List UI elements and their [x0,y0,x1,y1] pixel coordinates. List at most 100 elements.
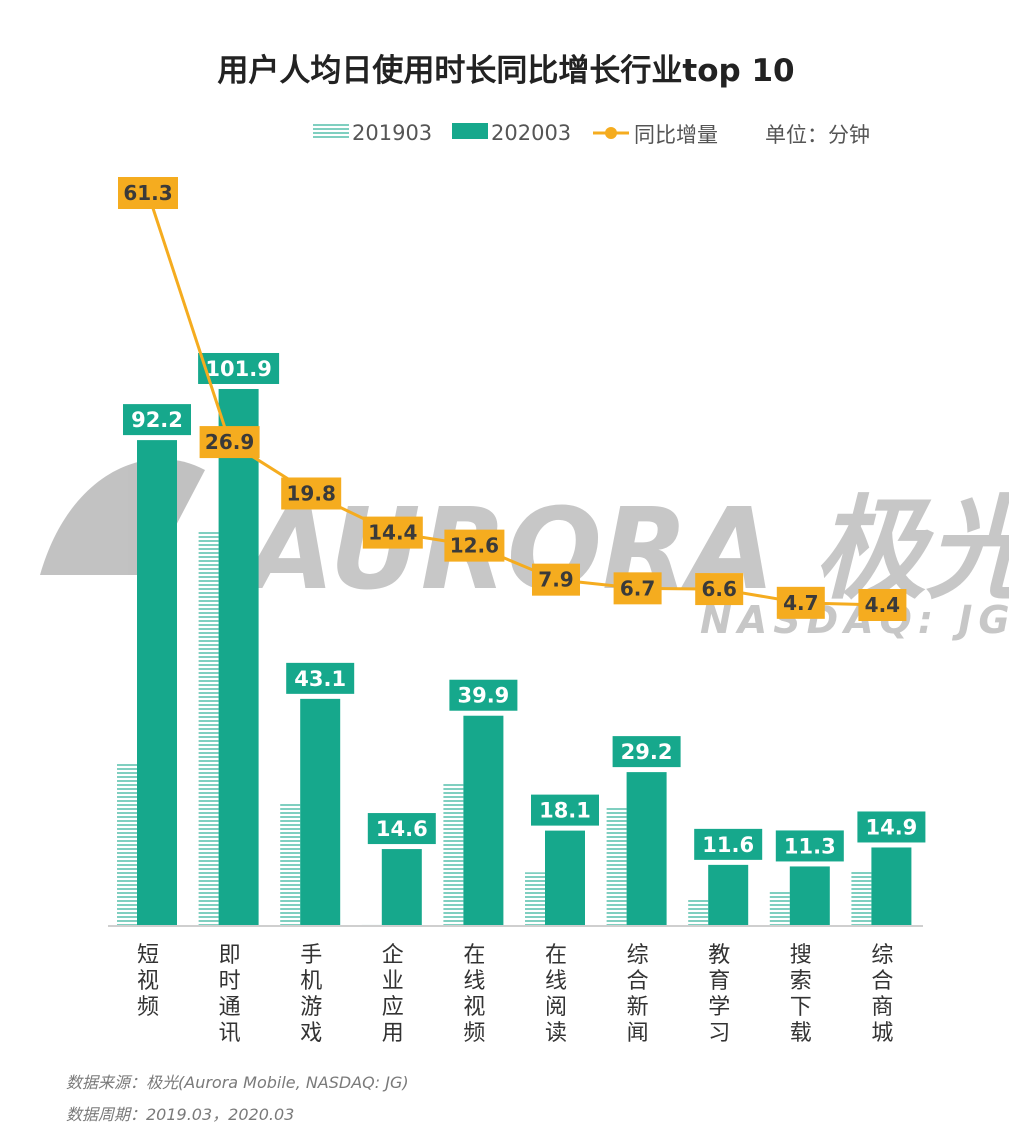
bar-202003-4 [463,715,504,926]
yoy-point-6 [613,572,662,605]
category-label-1-char-0: 即 [219,943,241,968]
bar-202003-7 [708,864,749,926]
bar-label-bg-0 [123,404,191,436]
category-label-4-char-2: 视 [463,995,485,1020]
category-label-6-char-3: 闻 [627,1021,649,1046]
category-label-6-char-1: 合 [627,969,649,994]
category-label-1-char-2: 通 [219,995,241,1020]
category-label-7-char-2: 学 [708,995,730,1020]
bar-201903-1 [198,530,219,926]
yoy-line-series: 61.3 26.9 19.8 14.4 12.6 7.9 6.7 6.6 4.7 4.4 [118,177,907,621]
footer-source: 数据来源：极光(Aurora Mobile, NASDAQ: JG) [66,1073,409,1092]
category-label-5-char-3: 读 [545,1021,567,1046]
category-label-0-char-2: 频 [137,995,159,1020]
category-label-7-char-3: 习 [708,1021,730,1046]
category-label-3-char-1: 业 [382,969,404,994]
legend-swatch-202003 [452,123,488,139]
bar-label-bg-7 [694,828,763,860]
yoy-label-9: 4.4 [865,593,900,617]
category-label-4-char-3: 频 [463,1021,485,1046]
category-label-5-char-1: 线 [545,969,567,994]
yoy-point-7 [695,573,744,606]
category-label-9-char-3: 城 [871,1021,893,1046]
bar-202003-8 [789,866,830,926]
category-label-2-char-1: 机 [300,969,322,994]
yoy-point-0 [118,177,178,209]
bar-201903-2 [280,803,301,926]
category-label-9-char-0: 综 [871,943,893,968]
aurora-logo-icon [40,458,205,575]
category-label-9-char-2: 商 [871,995,893,1020]
bar-label-bg-4 [449,679,518,711]
bars-202003: 92.2 101.9 43.1 14.6 39.9 18.1 29.2 11.6 11.3 14.… [123,352,926,926]
category-label-6-char-2: 新 [627,995,649,1020]
bar-label-5: 18.1 [539,799,591,823]
bar-201903-9 [851,870,872,926]
bar-202003-0 [137,440,177,926]
yoy-label-2: 19.8 [287,481,336,505]
category-label-7-char-1: 育 [708,969,730,994]
bar-label-bg-6 [612,736,681,768]
yoy-line [146,192,883,607]
category-label-4-char-0: 在 [463,943,485,968]
bar-label-bg-8 [775,830,844,862]
category-label-1-char-3: 讯 [219,1021,241,1046]
yoy-point-8 [776,586,825,619]
bar-201903-5 [525,872,545,926]
category-label-0-char-1: 视 [137,969,159,994]
category-label-2-char-0: 手 [300,943,322,968]
category-label-5-char-0: 在 [545,943,567,968]
legend-label-yoy: 同比增量 [634,123,718,147]
category-label-1-char-1: 时 [219,969,241,994]
bar-201903-0 [117,763,137,926]
legend-label-201903: 201903 [352,121,432,145]
bar-label-bg-2 [286,662,355,694]
category-label-5-char-2: 阅 [545,995,567,1020]
bar-label-bg-3 [367,813,436,845]
legend-swatch-201903 [313,123,349,139]
bar-201903-4 [443,782,464,926]
category-label-4-char-1: 线 [463,969,485,994]
bar-202003-2 [300,698,341,926]
unit-label: 单位：分钟 [765,123,870,147]
yoy-label-8: 4.7 [783,591,818,615]
bar-202003-6 [626,772,667,926]
legend-label-202003: 202003 [491,121,571,145]
bar-label-8: 11.3 [784,834,836,858]
category-label-6-char-0: 综 [627,943,649,968]
bar-201903-6 [606,806,627,926]
yoy-label-6: 6.7 [620,576,655,600]
bar-202003-5 [545,830,585,926]
bar-201903-8 [769,891,790,926]
chart-title: 用户人均日使用时长同比增长行业top 10 [217,53,794,89]
bar-label-9: 14.9 [865,815,917,839]
bar-label-bg-9 [857,811,926,843]
yoy-point-3 [362,516,423,549]
category-label-8-char-0: 搜 [790,943,812,968]
yoy-label-5: 7.9 [538,568,573,592]
yoy-point-9 [858,589,907,621]
yoy-point-4 [444,529,505,562]
bar-label-bg-5 [531,794,599,826]
yoy-label-3: 14.4 [368,521,417,545]
category-label-3-char-3: 用 [382,1021,404,1046]
bar-201903-7 [688,899,709,926]
bar-label-4: 39.9 [457,684,509,708]
category-label-2-char-2: 游 [300,995,322,1020]
bar-label-1: 101.9 [205,357,271,381]
category-label-8-char-2: 下 [790,995,812,1020]
bar-202003-1 [218,388,259,926]
bar-202003-3 [381,849,422,926]
yoy-label-4: 12.6 [450,534,499,558]
category-label-0-char-0: 短 [137,943,159,968]
category-label-2-char-3: 戏 [300,1021,322,1046]
bar-label-2: 43.1 [294,667,346,691]
bars-201903 [117,530,872,926]
legend-swatch-yoy-dot [605,127,617,139]
bar-202003-9 [871,847,912,926]
legend: 201903 202003 同比增量 单位：分钟 [313,121,870,147]
yoy-label-1: 26.9 [205,430,254,454]
category-label-8-char-1: 索 [790,969,812,994]
